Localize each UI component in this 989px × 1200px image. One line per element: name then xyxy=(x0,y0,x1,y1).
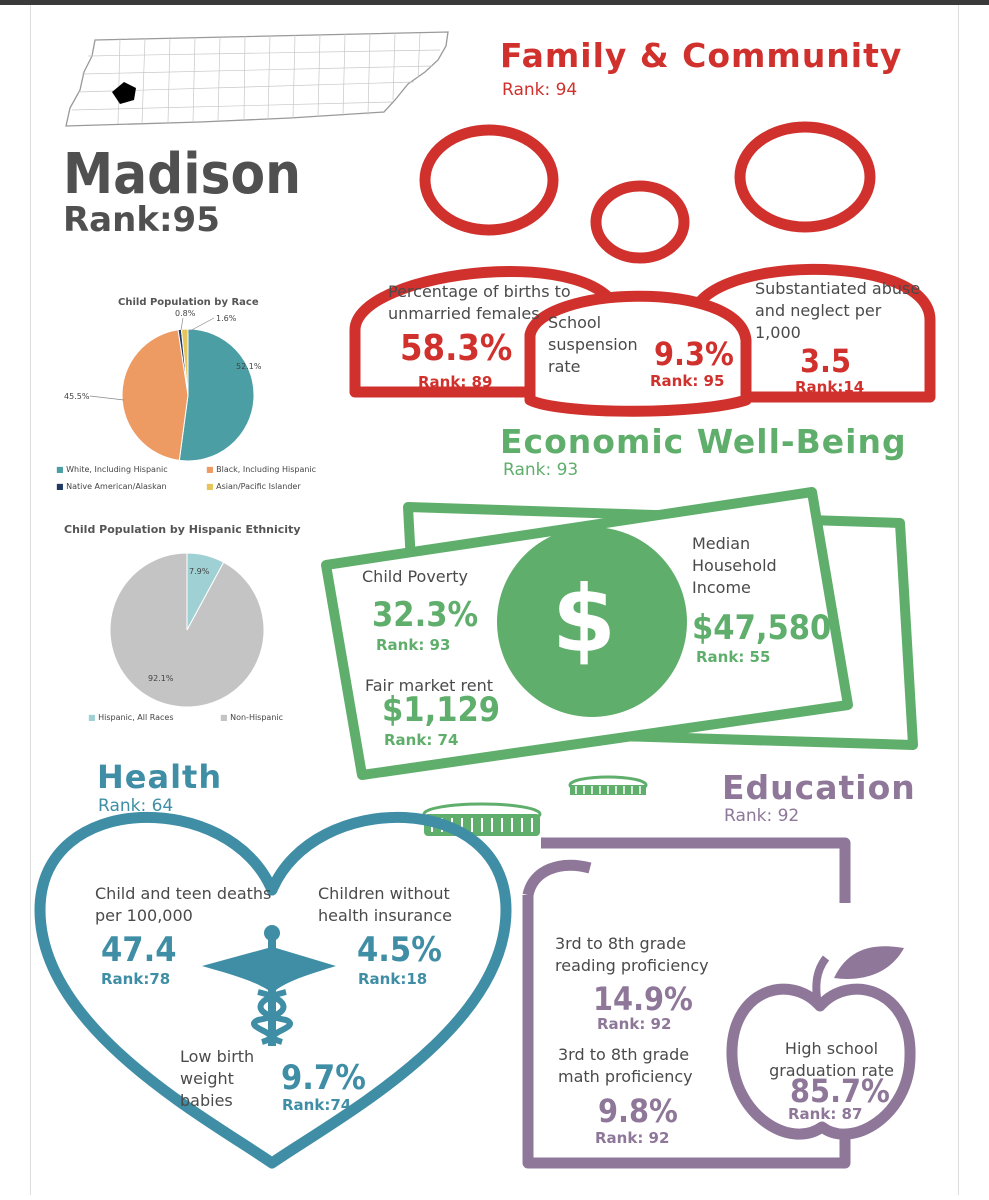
deaths-label: Child and teen deaths per 100,000 xyxy=(95,884,272,925)
ethnicity-label-nonhispanic: 92.1% xyxy=(148,674,174,683)
left-border xyxy=(30,5,31,1195)
abuse-value: 3.5 xyxy=(800,342,851,380)
dollar-sign-icon: $ xyxy=(552,566,617,673)
race-label-black: 45.5% xyxy=(64,392,90,401)
heart-icon xyxy=(34,811,512,1169)
income-rank: Rank: 55 xyxy=(696,648,771,666)
health-rank: Rank: 64 xyxy=(98,796,174,816)
deaths-value: 47.4 xyxy=(101,930,177,970)
graduation-label: High school graduation rate xyxy=(769,1039,894,1080)
poverty-rank: Rank: 93 xyxy=(376,636,451,654)
poverty-label: Child Poverty xyxy=(362,567,468,586)
race-legend-white: ■ White, Including Hispanic xyxy=(56,465,168,474)
insurance-label: Children without health insurance xyxy=(318,884,452,925)
insurance-rank: Rank:18 xyxy=(358,970,428,988)
race-pie-chart xyxy=(121,328,255,462)
birthweight-rank: Rank:74 xyxy=(282,1096,352,1114)
tennessee-map xyxy=(65,31,449,127)
ethnicity-legend-hispanic: ■ Hispanic, All Races xyxy=(88,713,174,722)
ethnicity-pie-chart xyxy=(109,552,265,708)
ethnicity-label-hispanic: 7.9% xyxy=(189,567,210,576)
birthweight-value: 9.7% xyxy=(281,1058,366,1098)
insurance-value: 4.5% xyxy=(357,930,442,970)
births-value: 58.3% xyxy=(400,328,513,369)
apple-icon xyxy=(726,946,916,1140)
ethnicity-chart-title: Child Population by Hispanic Ethnicity xyxy=(64,523,301,536)
poverty-value: 32.3% xyxy=(372,595,479,635)
reading-rank: Rank: 92 xyxy=(597,1015,672,1033)
births-rank: Rank: 89 xyxy=(418,373,493,391)
math-label: 3rd to 8th grade math proficiency xyxy=(558,1045,693,1086)
ethnicity-legend-hispanic-label: Hispanic, All Races xyxy=(98,713,174,722)
right-border xyxy=(958,5,959,1195)
race-label-native: 0.8% xyxy=(175,309,196,318)
pie-slice-black xyxy=(121,329,189,461)
suspension-value: 9.3% xyxy=(654,335,734,373)
income-label: Median Household Income xyxy=(692,534,777,597)
graduation-rank: Rank: 87 xyxy=(788,1105,863,1123)
birthweight-label: Low birth weight babies xyxy=(180,1047,255,1110)
dollar-circle xyxy=(497,527,687,717)
race-legend-native: ■ Native American/Alaskan xyxy=(56,482,167,491)
race-legend-white-label: White, Including Hispanic xyxy=(66,465,168,474)
suspension-label: School suspension rate xyxy=(548,313,638,376)
race-legend-black-label: Black, Including Hispanic xyxy=(216,465,317,474)
math-rank: Rank: 92 xyxy=(595,1129,670,1147)
abuse-rank: Rank:14 xyxy=(795,378,865,396)
race-label-asian: 1.6% xyxy=(216,314,237,323)
county-rank: Rank:95 xyxy=(63,200,220,240)
births-label: Percentage of births to unmarried female… xyxy=(388,282,571,323)
income-value: $47,580 xyxy=(692,608,832,648)
top-border xyxy=(0,0,989,5)
economic-title: Economic Well-Being xyxy=(500,422,907,461)
graduation-value: 85.7% xyxy=(790,1072,890,1110)
race-legend-asian: ■ Asian/Pacific Islander xyxy=(206,482,301,491)
race-legend-black: ■ Black, Including Hispanic xyxy=(206,465,317,474)
suspension-rank: Rank: 95 xyxy=(650,372,725,390)
caduceus-icon xyxy=(202,925,336,1046)
abuse-label: Substantiated abuse and neglect per 1,00… xyxy=(755,279,921,342)
ethnicity-legend-nonhispanic: ■ Non-Hispanic xyxy=(220,713,284,722)
race-label-white: 52.1% xyxy=(236,362,262,371)
race-chart-title: Child Population by Race xyxy=(118,297,259,308)
rent-label: Fair market rent xyxy=(365,676,493,695)
family-figures-icon xyxy=(349,121,936,417)
race-label-leaders xyxy=(89,317,215,401)
family-title: Family & Community xyxy=(500,36,903,75)
pie-slice-nonhispanic xyxy=(109,552,265,708)
family-rank: Rank: 94 xyxy=(502,80,578,100)
race-legend-native-label: Native American/Alaskan xyxy=(66,482,167,491)
pie-slice-white xyxy=(178,328,255,462)
education-rank: Rank: 92 xyxy=(724,806,800,826)
health-title: Health xyxy=(97,758,223,796)
deaths-rank: Rank:78 xyxy=(101,970,171,988)
ethnicity-legend-nonhispanic-label: Non-Hispanic xyxy=(230,713,284,722)
rent-rank: Rank: 74 xyxy=(384,731,459,749)
reading-value: 14.9% xyxy=(593,980,693,1018)
economic-rank: Rank: 93 xyxy=(503,460,579,480)
madison-county-highlight xyxy=(112,82,136,104)
book-icon xyxy=(522,837,851,1169)
county-name: Madison xyxy=(63,142,301,207)
math-value: 9.8% xyxy=(598,1092,678,1130)
reading-label: 3rd to 8th grade reading proficiency xyxy=(555,934,709,975)
race-legend-asian-label: Asian/Pacific Islander xyxy=(216,482,301,491)
rent-value: $1,129 xyxy=(382,690,501,730)
education-title: Education xyxy=(722,768,916,807)
